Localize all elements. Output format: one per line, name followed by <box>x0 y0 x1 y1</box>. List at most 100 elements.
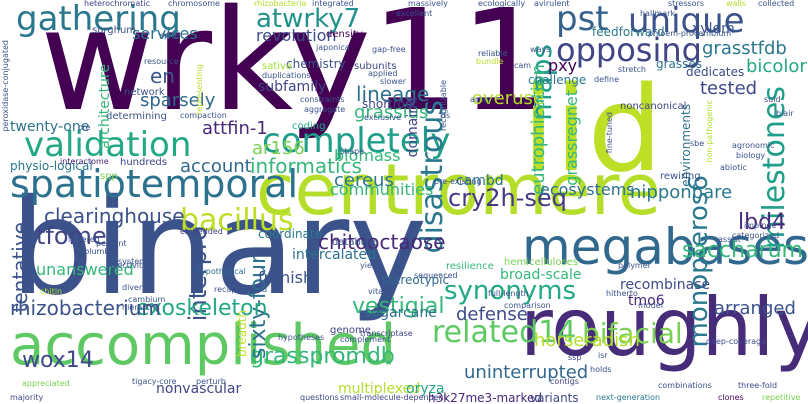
word-assist: assist <box>718 235 741 244</box>
word-comparison: comparison <box>504 301 551 310</box>
word-biomass: biomass <box>334 146 401 165</box>
word-heterochromatic: heterochromatic <box>84 0 150 8</box>
word-systems: systems <box>118 257 152 266</box>
word-saccharum: saccharum <box>682 238 803 263</box>
word-overuse: overuse <box>472 88 544 109</box>
word-combinations: combinations <box>658 381 712 390</box>
word-cry2h-seq: cry2h-seq <box>448 184 567 212</box>
word-grassregnet: grassregnet <box>562 90 581 186</box>
word-model: model <box>638 301 663 310</box>
word-related14: related14 <box>432 315 577 350</box>
word-recognizable: recognizable <box>439 80 448 132</box>
word-roughly: roughly <box>520 281 808 374</box>
word-validation: validation <box>24 125 192 165</box>
word-completely: completely <box>262 121 451 161</box>
word-hierarchy: hierarchy <box>122 303 160 312</box>
word-stressors: stressors <box>668 0 705 8</box>
word-nonvascular: nonvascular <box>156 381 242 397</box>
word-sativa: sativa <box>262 61 293 72</box>
word-slower: slower <box>380 77 407 86</box>
word-array: array <box>470 95 491 104</box>
word-diverse: diverse <box>122 283 152 292</box>
word-representing: representing <box>195 64 204 115</box>
word-rewiring: rewiring <box>660 171 701 182</box>
word-excellent: excellent <box>396 9 433 18</box>
word-contigs: contigs <box>550 377 579 386</box>
word-deep-coverage: deep-coverage <box>706 337 767 346</box>
word-grasspromdb: grasspromdb <box>250 344 395 369</box>
word-polymer: polymer <box>618 261 651 270</box>
word-stereotypic: stereotypic <box>382 273 450 287</box>
word-japonica: japonica <box>316 43 350 52</box>
word-stretch: stretch <box>618 65 646 74</box>
word-gap-free: gap-free <box>372 45 406 54</box>
word-aggregate: aggregate <box>304 105 346 114</box>
word-vital: vital <box>368 287 386 296</box>
word-cambd: cambd <box>456 173 504 189</box>
word-ecosystems: ecosystems <box>540 180 635 199</box>
word-density: density <box>326 29 363 40</box>
word-shape: shape <box>340 147 365 156</box>
word-holds: holds <box>590 365 612 374</box>
word-chromosome: chromosome <box>168 0 220 8</box>
word-lowered: lowered <box>68 235 100 244</box>
word-chitin: chitin <box>40 287 63 296</box>
word-next-generation: next-generation <box>596 393 661 402</box>
word-repetitive: repetitive <box>762 393 801 402</box>
word-tested: tested <box>700 78 758 99</box>
word-pxy: pxy <box>548 56 578 75</box>
word-clearinghouse: clearinghouse <box>44 204 185 228</box>
word-tfome: tfome <box>36 222 107 250</box>
word-genome: genome <box>330 325 371 336</box>
word-ar156: ar156 <box>252 138 305 159</box>
word-phloem-procambium: phloem-procambium <box>648 29 732 38</box>
word-oryza: oryza <box>406 381 445 397</box>
word-grasstfdb: grasstfdb <box>702 38 787 59</box>
word-vestigial: vestigial <box>352 294 445 319</box>
word-blair: blair <box>776 109 794 118</box>
word-architecture: architecture <box>97 64 113 149</box>
word-cam: cam <box>514 61 532 70</box>
word-ways: ways <box>530 45 551 54</box>
word-ecologically: ecologically <box>478 0 526 8</box>
word-multiplexed: multiplexed <box>338 381 421 397</box>
word-shortroot: shortroot <box>362 97 417 111</box>
word-selectivity: selectivity <box>106 261 147 270</box>
word-non-pathogenic: non-pathogenic <box>705 100 714 163</box>
word-bundle: bundle <box>476 57 504 66</box>
word-revolution: revolution <box>256 26 337 45</box>
word-walls: walls <box>726 0 747 8</box>
word-small-molecule-dependent: small-molecule-dependent <box>340 393 447 402</box>
word-defense: defense <box>456 304 528 325</box>
word-percent: percent <box>96 239 127 248</box>
word-challenge: challenge <box>528 73 587 87</box>
word-attfin-1: attfin-1 <box>202 118 268 139</box>
word-rhizobacteria: rhizobacteria <box>254 0 307 8</box>
word-define: define <box>594 75 620 84</box>
word-compaction: compaction <box>180 111 227 120</box>
word-en: en <box>150 64 175 88</box>
word-spite: spite <box>160 31 180 40</box>
word-cereus: cereus <box>334 170 394 191</box>
word-uninterrupted: uninterrupted <box>464 362 589 383</box>
word-nipponbare: nipponbare <box>630 182 733 203</box>
word-hundreds: hundreds <box>120 157 167 168</box>
word-units: units <box>21 270 30 290</box>
word-sugarcane: sugarcane <box>364 305 437 321</box>
word-transcriptase: transcriptase <box>360 329 413 338</box>
word-columbia: columbia <box>80 247 117 256</box>
word-twenty-one: twenty-one <box>10 119 90 135</box>
word-xylem: xylem <box>692 21 735 37</box>
word-tmo6: tmo6 <box>628 293 665 309</box>
word-perturb: perturb <box>196 377 226 386</box>
word-accomplished: accomplished <box>10 313 397 378</box>
word-arranged: arranged <box>714 298 796 319</box>
word-furnish: furnish <box>258 268 314 287</box>
word-informatics: informatics <box>250 154 362 178</box>
word-unique: unique <box>628 1 745 41</box>
word-isr: isr <box>598 351 608 360</box>
word-three-fold: three-fold <box>738 381 778 390</box>
word-synonyms: synonyms <box>444 276 577 306</box>
word-iid: iid <box>522 60 663 198</box>
